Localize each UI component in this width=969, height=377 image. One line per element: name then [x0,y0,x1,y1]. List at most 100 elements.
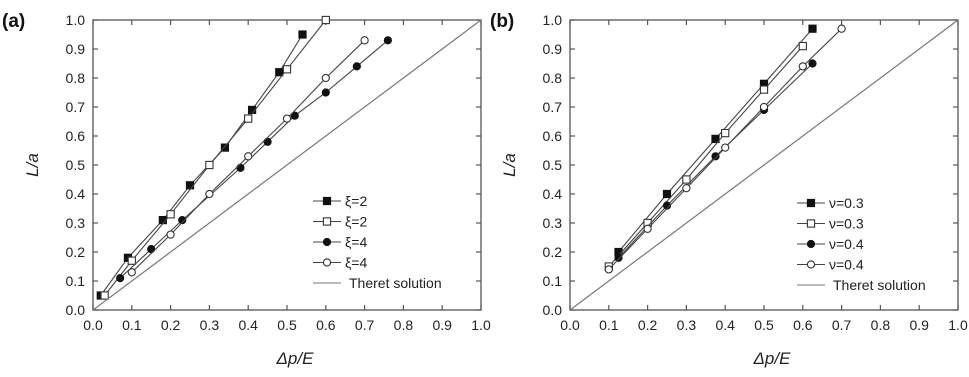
panel-b-x-tick-label: 0.5 [754,317,774,333]
panel-b-legend-label: ν=0.3 [829,216,864,232]
panel-b-data-point [721,143,730,152]
panel-b-series-line-4 [569,19,959,311]
panel-a-series-1 [100,15,330,300]
panel-a-data-point [282,65,292,74]
panel-a-x-tick-label: 0.4 [238,317,258,333]
panel-b-data-point [759,102,769,112]
panel-a-data-point [236,163,245,172]
panel-b-data-point [759,85,769,94]
panel-a-data-point [205,160,214,170]
panel-b-data-point [721,128,730,138]
panel-a-y-tick-label: 1.0 [66,12,86,28]
panel-b-legend-label: ν=0.4 [829,257,864,273]
panel-a-data-point [127,256,136,265]
panel-b-y-tick-label: 0.3 [543,215,563,231]
panel-b-x-tick-label: 0.6 [793,317,813,333]
panel-b-x-tick-label: 0.8 [871,317,891,333]
panel-a-data-point [290,111,299,120]
panel-b-y-tick-label: 0.1 [543,273,563,289]
panel-a-data-point [321,73,330,83]
panel-a-x-tick-label: 0.9 [432,317,452,333]
panel-a-data-point [282,114,292,123]
panel-a-legend-marker [322,258,332,267]
panel-a-y-tick-label: 0.9 [66,41,86,57]
panel-b-legend-label: Theret solution [833,277,926,293]
panel-a-data-point [166,230,175,239]
panel-b-y-tick-label: 0.5 [543,157,563,173]
panel-a-series-3 [127,36,369,277]
panel-a-y-tick-label: 0.0 [66,302,86,318]
panel-a-data-point [116,274,125,283]
panel-b-legend-marker [806,260,816,269]
panel-a-legend-label: ξ=4 [345,255,367,271]
panel-b-series-3 [604,24,846,274]
panel-a-x-tick-label: 0.3 [200,317,220,333]
panel-a-data-point [220,143,230,152]
panel-a-legend-label: ξ=4 [345,234,367,250]
panel-a-x-tick-label: 0.2 [161,317,181,333]
panel-a-label: (a) [2,11,25,32]
panel-b-data-point [682,184,691,193]
panel-a-data-point [166,210,175,219]
panel-a-data-point [100,291,109,300]
panel-a-x-tick-label: 0.0 [83,317,103,333]
panel-a-legend-label: ξ=2 [345,193,367,209]
panel-b-series-4 [569,19,959,311]
panel-a-data-point [321,88,330,97]
panel-a-y-tick-label: 0.7 [66,99,86,115]
panel-a-x-tick-label: 1.0 [471,317,491,333]
panel-b-x-tick-label: 0.1 [599,317,619,333]
panel-b-legend-marker [806,239,816,249]
panel-b-data-point [711,152,720,161]
panel-b-legend-marker [806,198,816,208]
panel-b: (b) 0.0 0.1 0.2 0.3 0.4 0.5 0.6 0.7 0.8 0.9 1.0 0.0 0… [490,11,968,368]
panel-a-data-point [275,68,284,77]
panel-a-y-axis-title: L/a [23,153,42,177]
panel-a-data-point [298,30,307,39]
panel-b-y-tick-label: 0.9 [543,41,563,57]
panel-b-data-point [808,24,817,33]
panel-b-legend-label: ν=0.4 [829,236,864,252]
panel-b-legend-label: ν=0.3 [829,195,864,211]
panel-a-y-tick-label: 0.4 [66,186,86,202]
panel-b-legend-marker [806,219,816,228]
panel-b-x-tick-label: 0.4 [715,317,735,333]
panel-b-label: (b) [490,11,514,32]
panel-a-y-tick-label: 0.2 [66,244,86,260]
panel-a-x-axis-title: Δp/E [276,349,315,368]
panel-b-y-tick-label: 0.2 [543,244,563,260]
panel-a-data-point [127,268,136,277]
panel-b-data-point [808,59,817,68]
panel-a-legend-marker [322,217,332,226]
panel-b-y-tick-label: 0.0 [543,302,563,318]
panel-b-x-tick-label: 1.0 [948,317,968,333]
panel-b-x-tick-label: 0.7 [832,317,852,333]
panel-a-y-tick-label: 0.3 [66,215,86,231]
panel-a-y-tick-label: 0.6 [66,128,86,144]
panel-b-series-line-1 [608,45,804,267]
panel-a-legend: ξ=2 ξ=2 ξ=4 ξ=4 Theret solution [313,193,442,291]
panel-b-y-tick-label: 0.8 [543,70,563,86]
panel-a-y-tick-label: 0.5 [66,157,86,173]
panel-a-series-line-4 [92,19,482,311]
panel-a-x-tick-label: 0.8 [394,317,414,333]
panel-b-data-point [604,265,613,274]
panel-a-x-tick-label: 0.6 [316,317,336,333]
panel-a-data-point [352,62,361,71]
panel-b-y-axis-title: L/a [500,153,519,177]
panel-b-y-tick-label: 0.7 [543,99,563,115]
panel-a-data-point [205,189,214,199]
panel-a-y-tick-label: 0.1 [66,273,86,289]
panel-a-data-point [383,36,392,45]
panel-a-data-point [178,216,187,225]
panel-a-legend-label: Theret solution [349,275,442,291]
panel-b-data-point [798,41,807,51]
panel-b-y-tick-label: 1.0 [543,12,563,28]
panel-a-data-point [185,181,195,190]
panel-b-y-tick-label: 0.4 [543,186,563,202]
panel-a-series-4 [92,19,482,311]
panel-a-legend-marker [322,196,332,206]
panel-a-data-point [244,152,253,161]
panel-a-series-line-1 [104,19,327,296]
